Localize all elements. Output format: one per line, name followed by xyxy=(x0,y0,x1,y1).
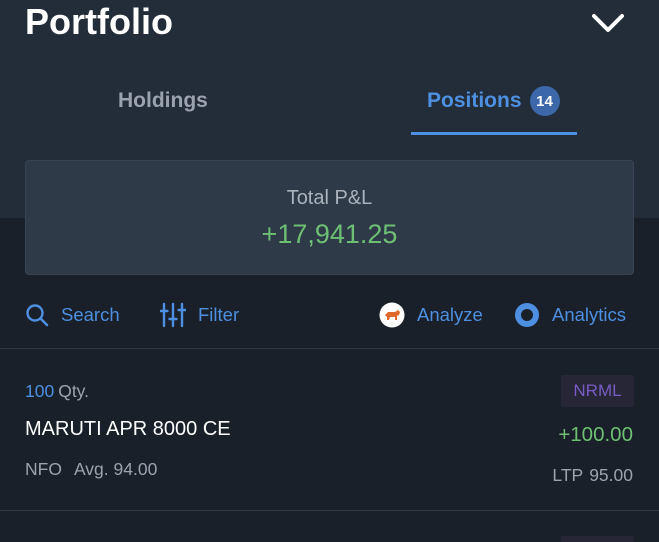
active-tab-indicator xyxy=(411,132,577,135)
tab-holdings-label: Holdings xyxy=(118,89,208,112)
position-ltp-label: LTP xyxy=(552,465,584,485)
analyze-button[interactable]: Analyze xyxy=(379,300,483,330)
next-row-badge xyxy=(561,536,634,542)
position-avg-value: 94.00 xyxy=(113,459,158,479)
search-label: Search xyxy=(61,304,120,325)
filter-button[interactable]: Filter xyxy=(160,300,239,330)
product-type-badge: NRML xyxy=(561,375,634,407)
ring-icon xyxy=(515,303,539,327)
analytics-label: Analytics xyxy=(552,304,627,325)
toolbar-divider xyxy=(0,348,659,349)
row-divider xyxy=(0,510,659,511)
analyze-label: Analyze xyxy=(417,304,483,325)
total-pnl-label: Total P&L xyxy=(286,187,373,209)
position-ltp-value: 95.00 xyxy=(589,465,633,485)
position-exchange: NFO xyxy=(25,459,62,479)
total-pnl-card: Total P&L +17,941.25 xyxy=(25,160,634,275)
chevron-down-icon[interactable] xyxy=(590,10,626,36)
position-ltp: LTP 95.00 xyxy=(552,464,633,486)
position-exchange-avg: NFO Avg. 94.00 xyxy=(25,458,157,480)
analytics-button[interactable]: Analytics xyxy=(514,300,626,330)
filter-label: Filter xyxy=(198,304,240,325)
page-title: Portfolio xyxy=(25,1,173,42)
position-qty: 100 Qty. xyxy=(25,380,89,402)
filter-sliders-icon xyxy=(160,302,186,328)
bull-icon xyxy=(379,302,405,328)
position-avg-label: Avg. xyxy=(73,459,109,479)
position-qty-value: 100 xyxy=(25,381,55,401)
position-qty-unit: Qty. xyxy=(58,381,89,401)
tab-holdings[interactable]: Holdings xyxy=(118,83,208,119)
position-symbol: MARUTI APR 8000 CE xyxy=(25,418,231,440)
total-pnl-value: +17,941.25 xyxy=(261,219,398,249)
search-icon xyxy=(26,304,49,327)
tab-positions[interactable]: Positions 14 xyxy=(427,83,560,119)
search-button[interactable]: Search xyxy=(25,300,120,330)
positions-count-badge: 14 xyxy=(529,86,560,116)
tab-positions-label: Positions xyxy=(427,89,522,112)
position-pnl: +100.00 xyxy=(558,423,633,446)
